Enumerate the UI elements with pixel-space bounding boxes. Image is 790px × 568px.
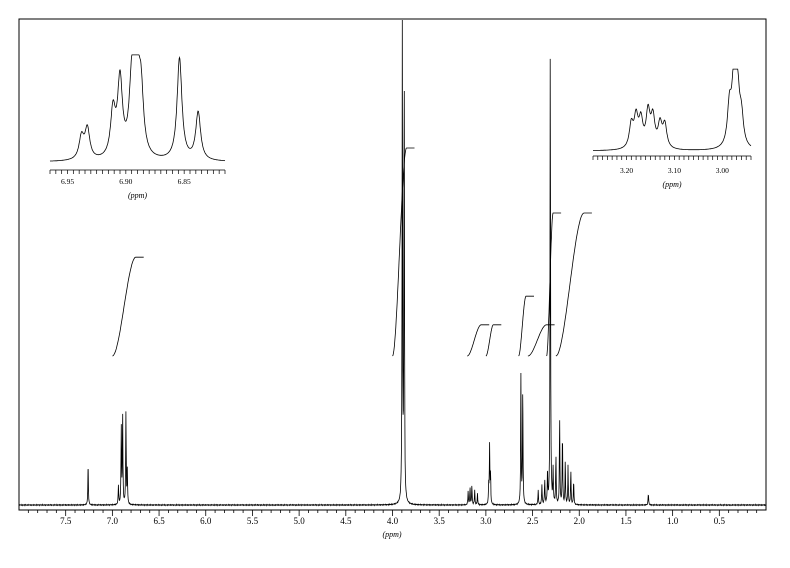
x-tick-label: 3.0	[480, 516, 492, 526]
plot-frame	[18, 18, 767, 511]
x-tick-label: 4.0	[387, 516, 399, 526]
inset-aliphatic: 3.20 3.10 3.00 (ppm)	[592, 68, 752, 189]
x-axis: 7.5 7.0 6.5 6.0 5.5 5.0 4.5 4.0 3.5 3.0 2.5 2.0 1.5 1…	[27, 510, 758, 526]
inset-x-axis-title: (ppm)	[128, 191, 147, 200]
integral-curve	[518, 295, 534, 357]
x-axis-title: (ppm)	[382, 530, 401, 539]
inset-x-tick-label: 3.20	[620, 166, 633, 175]
integral-curve	[555, 212, 592, 357]
integral-curve	[112, 256, 144, 357]
inset-spectrum-line	[49, 54, 226, 162]
integral-curve	[467, 324, 490, 357]
x-tick-label: 7.0	[107, 516, 119, 526]
x-tick-label: 1.5	[620, 516, 632, 526]
inset-aromatic: 6.95 6.90 6.85 (ppm)	[49, 54, 226, 200]
inset-spectrum-line	[593, 68, 752, 151]
inset-x-tick-label: 3.00	[716, 166, 729, 175]
x-tick-label: 2.5	[527, 516, 539, 526]
inset-x-axis-title: (ppm)	[662, 180, 681, 189]
x-tick-label: 0.5	[714, 516, 726, 526]
x-tick-label: 2.0	[574, 516, 586, 526]
x-tick-label: 6.5	[153, 516, 165, 526]
x-tick-label: 4.5	[340, 516, 352, 526]
x-tick-label: 5.0	[294, 516, 306, 526]
integral-curve	[485, 324, 502, 357]
x-tick-label: 5.5	[247, 516, 259, 526]
inset-x-tick-label: 6.85	[178, 177, 191, 186]
spectrum-trace	[18, 19, 767, 507]
x-tick-label: 7.5	[60, 516, 72, 526]
integral-curve	[527, 324, 555, 357]
inset-x-tick-label: 6.90	[119, 177, 132, 186]
x-tick-label: 6.0	[200, 516, 212, 526]
x-tick-label: 1.0	[667, 516, 679, 526]
inset-x-tick-label: 6.95	[61, 177, 74, 186]
x-tick-label: 3.5	[434, 516, 446, 526]
inset-x-tick-label: 3.10	[668, 166, 681, 175]
integral-curve	[546, 212, 562, 357]
spectrum-line	[18, 19, 767, 507]
